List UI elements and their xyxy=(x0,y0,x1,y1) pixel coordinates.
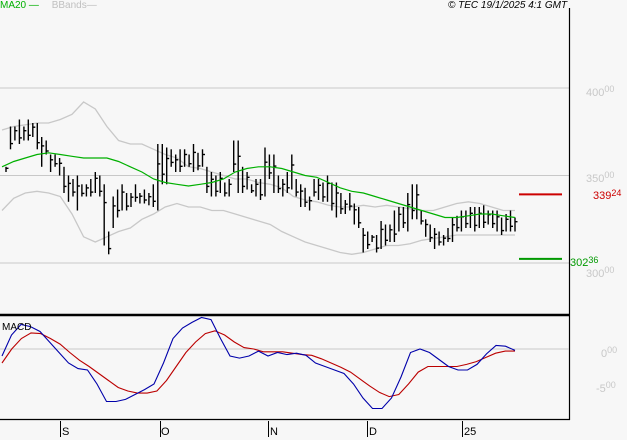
macd-signal-line xyxy=(1,330,515,398)
bollinger-upper-line xyxy=(1,101,515,212)
price-axis-label-350: 35000 xyxy=(586,170,615,185)
legend-bbands: BBands— xyxy=(51,0,97,11)
x-axis-ticks xyxy=(60,421,463,437)
macd-axis-label-0: 000 xyxy=(601,345,618,360)
ohlc-bars xyxy=(5,119,518,255)
chart-legend: MA20 — BBands— xyxy=(0,0,97,12)
ma20-line xyxy=(1,152,516,219)
bollinger-lower-line xyxy=(1,190,515,255)
resistance-level-label: 33924 xyxy=(593,188,622,202)
x-label-jan25: 25 xyxy=(464,426,477,438)
legend-ma20: MA20 — xyxy=(0,0,39,11)
price-axis-label-300: 30000 xyxy=(586,265,615,280)
x-label-oct: O xyxy=(161,426,170,438)
macd-axis-label-minus5: -500 xyxy=(596,380,616,395)
x-label-dec: D xyxy=(369,426,377,438)
copyright-timestamp: © TEC 19/1/2025 4:1 GMT xyxy=(448,0,568,11)
price-gridlines xyxy=(0,87,569,264)
x-label-sep: S xyxy=(62,426,70,438)
support-level-label: 30236 xyxy=(570,255,599,269)
x-label-nov: N xyxy=(270,426,278,438)
macd-title: MACD xyxy=(2,322,32,333)
price-axis-label-400: 40000 xyxy=(586,84,615,99)
macd-line xyxy=(1,316,516,410)
